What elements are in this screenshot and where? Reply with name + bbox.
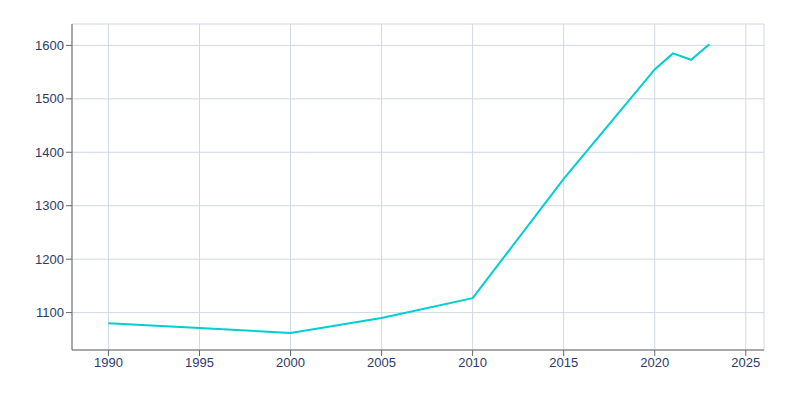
svg-text:1990: 1990 [94, 355, 123, 370]
svg-text:1995: 1995 [185, 355, 214, 370]
svg-text:2015: 2015 [549, 355, 578, 370]
svg-text:1500: 1500 [35, 91, 64, 106]
svg-text:2000: 2000 [276, 355, 305, 370]
svg-text:1600: 1600 [35, 38, 64, 53]
svg-text:2010: 2010 [458, 355, 487, 370]
svg-text:2025: 2025 [731, 355, 760, 370]
svg-text:1200: 1200 [35, 252, 64, 267]
svg-text:2020: 2020 [640, 355, 669, 370]
svg-text:1100: 1100 [36, 305, 64, 320]
svg-text:1300: 1300 [35, 198, 64, 213]
svg-text:2005: 2005 [367, 355, 396, 370]
svg-text:1400: 1400 [35, 145, 64, 160]
